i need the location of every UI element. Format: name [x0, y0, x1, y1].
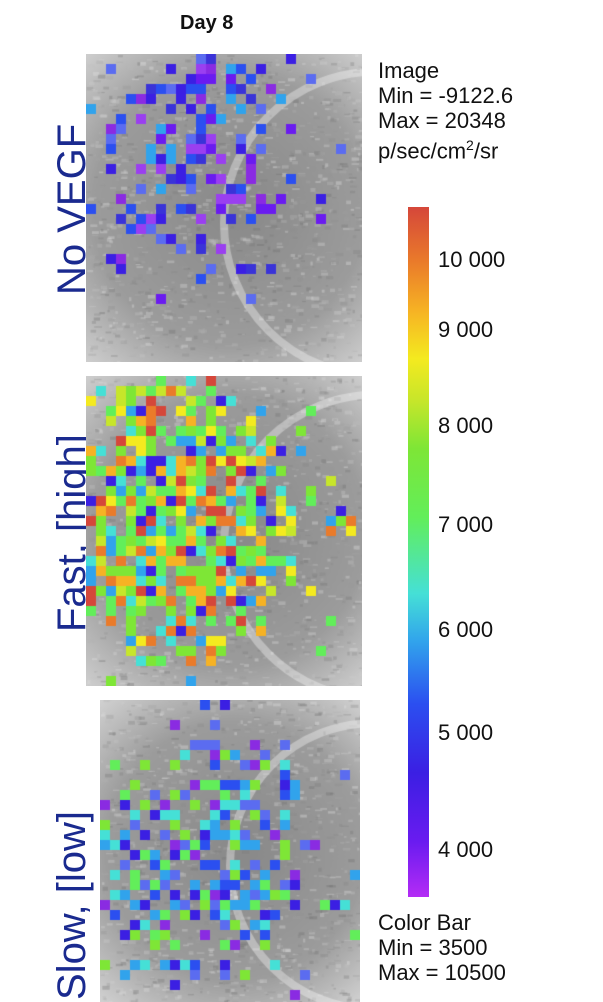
- colorbar-tick: 5 000: [438, 720, 494, 745]
- image-heading: Image: [378, 58, 440, 83]
- heatmap-overlay-fast-high: [86, 376, 362, 686]
- colorbar-stats: Color Bar Min = 3500 Max = 10500: [378, 910, 506, 985]
- colorbar-tick: 9 000: [438, 317, 494, 342]
- image-max: Max = 20348: [378, 108, 506, 133]
- colorbar-tick: 4 000: [438, 837, 494, 862]
- colorbar-tick: 6 000: [438, 617, 494, 642]
- colorbar-tick: 8 000: [438, 413, 494, 438]
- colorbar-tick: 7 000: [438, 512, 494, 537]
- colorbar-tick: 10 000: [438, 247, 506, 272]
- heatmap-overlay-slow-low: [100, 700, 360, 1002]
- colorbar-min: Min = 3500: [378, 935, 488, 960]
- panel-label-slow-low: Slow, [low]: [50, 811, 94, 1000]
- heatmap-overlay-no-vegf: [86, 54, 362, 362]
- image-panel-fast-high: [86, 376, 362, 686]
- color-bar: [408, 207, 429, 897]
- colorbar-heading: Color Bar: [378, 910, 471, 935]
- image-stats: Image Min = -9122.6 Max = 20348 p/sec/cm…: [378, 58, 513, 163]
- image-panel-slow-low: [100, 700, 360, 1002]
- figure-title: Day 8: [180, 12, 234, 34]
- image-units: p/sec/cm2/sr: [378, 137, 499, 164]
- image-min: Min = -9122.6: [378, 83, 514, 108]
- colorbar-max: Max = 10500: [378, 960, 506, 985]
- image-panel-no-vegf: [86, 54, 362, 362]
